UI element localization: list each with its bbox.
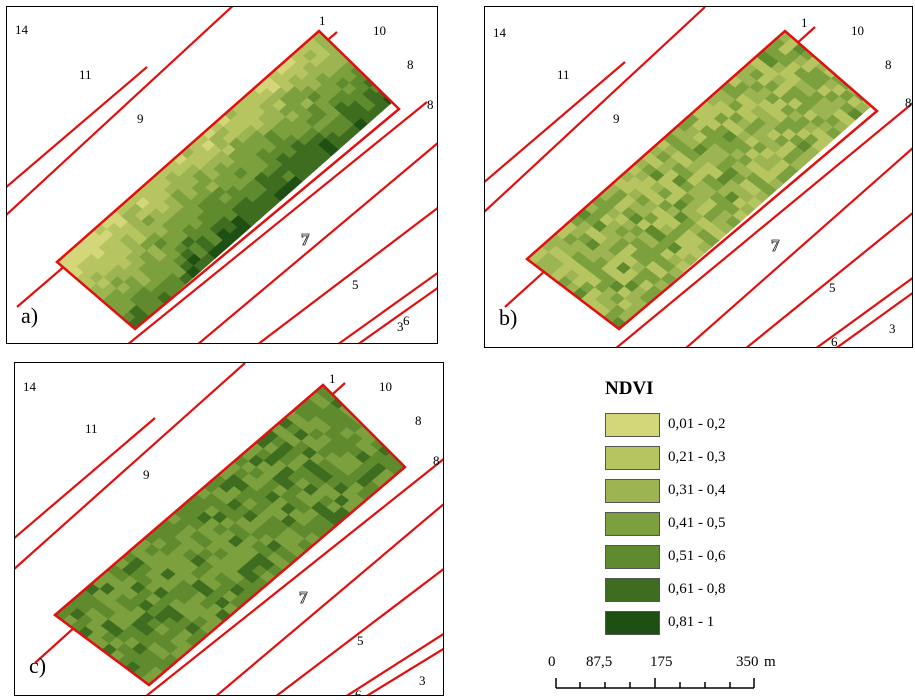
parcel-label: 7: [771, 236, 780, 255]
parcel-boundary: [366, 647, 443, 695]
parcel-label: 14: [493, 25, 507, 40]
field-7-boundary: [525, 29, 879, 331]
parcel-boundary: [15, 363, 246, 570]
scale-tick-label: 0: [548, 654, 556, 670]
parcel-boundary: [7, 7, 234, 216]
legend-swatch: [605, 577, 660, 602]
parcel-label: 14: [15, 22, 29, 37]
legend-swatch: [605, 610, 660, 635]
parcel-label: 11: [557, 67, 570, 82]
legend-item: 0,31 - 0,4: [605, 474, 805, 507]
parcel-boundary: [197, 142, 437, 343]
parcel-label: 7: [301, 230, 310, 249]
ndvi-raster: [55, 385, 405, 685]
parcel-label: 3: [397, 319, 404, 334]
legend-item: 0,41 - 0,5: [605, 507, 805, 540]
scale-bar: 0 87,5 175 350 m: [548, 654, 776, 694]
scale-tick-label: 87,5: [586, 654, 613, 670]
legend-swatch: [605, 511, 660, 536]
parcel-boundary: [615, 102, 912, 347]
legend-item: 0,21 - 0,3: [605, 441, 805, 474]
ndvi-raster: [527, 31, 877, 329]
parcel-label: 1: [801, 15, 808, 30]
parcel-boundary: [275, 568, 443, 695]
map-panel-a: 14 11 9 7 5 3 1 10 8 8 6 a): [6, 6, 438, 344]
scale-unit: m: [764, 654, 776, 670]
field-7-boundary: [55, 29, 401, 331]
field-7-boundary: [53, 383, 407, 687]
parcel-boundary: [337, 272, 437, 343]
parcel-label: 8: [885, 57, 892, 72]
parcel-label: 9: [613, 111, 620, 126]
parcel-label: 5: [352, 277, 359, 292]
parcel-boundary: [835, 292, 912, 347]
parcel-label: 6: [355, 687, 362, 696]
parcel-boundary: [815, 277, 912, 347]
parcel-label: 8: [427, 97, 434, 112]
ndvi-legend: NDVI 0,01 - 0,2 0,21 - 0,3 0,31 - 0,4 0,…: [605, 378, 805, 639]
panel-tag-b: b): [499, 305, 518, 330]
parcel-boundary: [485, 61, 626, 183]
legend-label: 0,61 - 0,8: [668, 581, 726, 597]
parcel-label: 3: [889, 321, 896, 336]
parcel-label: 1: [329, 371, 336, 386]
parcel-label: 10: [379, 379, 392, 394]
panel-tag-c: c): [29, 653, 47, 678]
parcel-map-c: 14 11 9 7 5 3 1 10 8 8 6: [15, 363, 443, 696]
legend-label: 0,31 - 0,4: [668, 482, 726, 498]
parcel-label: 9: [137, 111, 144, 126]
parcel-label: 6: [403, 313, 410, 328]
parcel-label: 8: [433, 453, 440, 468]
legend-swatch: [605, 544, 660, 569]
parcel-label: 5: [829, 280, 836, 295]
legend-item: 0,61 - 0,8: [605, 573, 805, 606]
parcel-boundary: [257, 207, 437, 343]
map-panel-c: 14 11 9 7 5 3 1 10 8 8 6 c): [14, 362, 444, 696]
legend-label: 0,41 - 0,5: [668, 515, 726, 531]
legend-label: 0,21 - 0,3: [668, 449, 726, 465]
legend-item: 0,51 - 0,6: [605, 540, 805, 573]
parcel-label: 11: [79, 67, 92, 82]
map-panel-b: 14 11 9 7 5 3 1 10 8 8 6 b): [484, 6, 913, 348]
legend-title: NDVI: [605, 378, 654, 399]
parcel-boundary: [127, 101, 428, 343]
legend-item: 0,81 - 1: [605, 606, 805, 639]
parcel-boundary: [7, 66, 148, 188]
scale-bar-line: [555, 678, 755, 689]
parcel-label: 8: [415, 413, 422, 428]
legend-swatch: [605, 478, 660, 503]
parcel-map-a: 14 11 9 7 5 3 1 10 8 8 6: [7, 7, 437, 343]
parcel-label: 1: [319, 13, 326, 28]
parcel-label: 9: [143, 467, 150, 482]
parcel-boundary: [15, 417, 156, 539]
legend-label: 0,01 - 0,2: [668, 416, 726, 432]
parcel-boundary: [745, 212, 912, 347]
parcel-label: 14: [23, 379, 37, 394]
legend-label: 0,51 - 0,6: [668, 548, 726, 564]
parcel-label: 5: [357, 633, 364, 648]
parcel-label: 3: [419, 673, 426, 688]
parcel-boundary: [685, 147, 912, 347]
panel-tag-a: a): [21, 303, 39, 328]
parcel-boundary: [145, 458, 443, 695]
scale-tick-label: 175: [650, 654, 673, 670]
parcel-label: 11: [85, 421, 98, 436]
parcel-label: 8: [905, 95, 912, 110]
scale-tick-label: 350: [736, 654, 759, 670]
parcel-label: 8: [407, 57, 414, 72]
parcel-label: 7: [299, 588, 308, 607]
parcel-label: 6: [831, 334, 838, 348]
legend-item: 0,01 - 0,2: [605, 408, 805, 441]
parcel-boundary: [346, 632, 443, 695]
legend-swatch: [605, 445, 660, 470]
parcel-boundary: [485, 7, 706, 213]
parcel-boundary: [357, 287, 437, 343]
ndvi-raster: [57, 31, 398, 329]
parcel-label: 10: [851, 23, 864, 38]
legend-swatch: [605, 412, 660, 437]
parcel-boundary: [215, 503, 443, 695]
legend-label: 0,81 - 1: [668, 614, 715, 630]
parcel-label: 10: [373, 23, 386, 38]
parcel-map-b: 14 11 9 7 5 3 1 10 8 8 6: [485, 7, 912, 348]
